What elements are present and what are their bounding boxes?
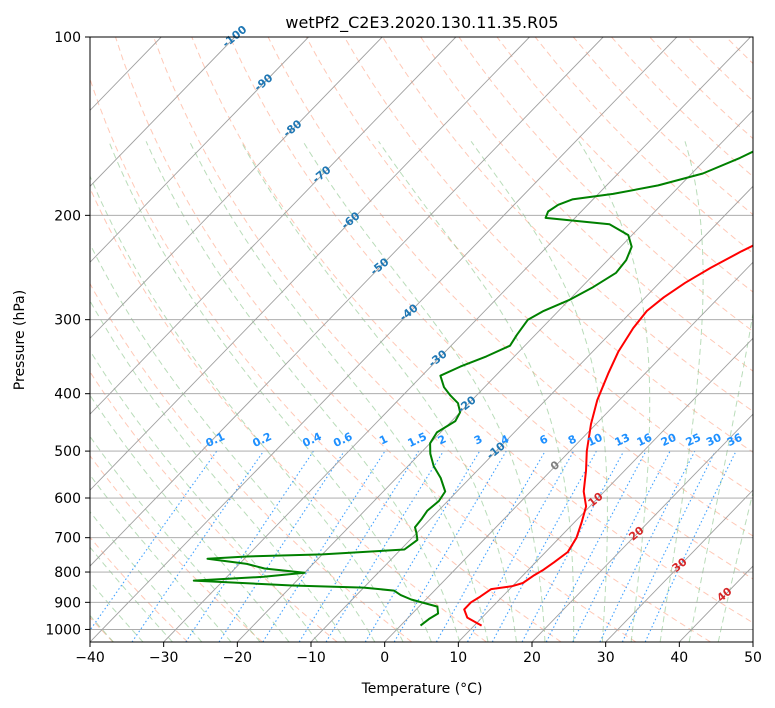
x-tick-label: −30 [149,650,179,666]
isotherm [237,109,753,642]
y-tick-label: 1000 [45,622,81,638]
mixing-ratio-line [521,450,625,642]
mixing-ratio-label: 13 [613,431,632,449]
dry-adiabat [90,370,338,642]
x-axis-label: Temperature (°C) [361,681,483,697]
mixing-ratio-line [599,450,696,642]
x-tick-label: −20 [223,650,253,666]
isotherm [458,337,753,642]
temperature-line [463,244,753,627]
y-tick-label: 500 [54,444,81,460]
x-tick-label: 10 [449,650,467,666]
mixing-ratio-line [262,450,386,642]
y-tick-label: 300 [54,313,81,329]
dry-adiabat [90,77,562,642]
y-tick-label: 700 [54,531,81,547]
mixing-ratio-label: 30 [704,431,724,449]
x-tick-label: 20 [523,650,541,666]
mixing-ratio-label: 10 [585,431,605,449]
chart-title: wetPf2_C2E3.2020.130.11.35.R05 [285,13,558,33]
y-tick-label: 400 [54,387,81,403]
x-tick-label: 0 [380,650,389,666]
mixing-ratio-line [325,450,444,642]
y-tick-label: 600 [54,491,81,507]
mixing-ratio-line [131,450,265,642]
isotherm [90,37,383,339]
data-series [192,150,753,627]
dewpoint-line [192,150,753,627]
mixing-ratio-label: 16 [635,431,655,449]
dry-adiabat [305,37,753,495]
isotherm [384,261,753,642]
y-tick-label: 800 [54,565,81,581]
plot-frame [89,36,754,643]
plot-area [90,37,753,642]
x-tick-label: −10 [296,650,326,666]
isotherm [90,37,604,567]
x-axis-ticks: −40 −30 −20 −10 0 10 20 30 40 50 [75,642,762,666]
mixing-ratio-label: 20 [659,431,679,449]
isotherm [90,37,236,187]
x-tick-label: 40 [670,650,688,666]
x-tick-label: 50 [744,650,762,666]
mixing-ratio-line [185,450,314,642]
isotherm [90,37,309,263]
dry-adiabat [191,37,753,624]
dry-adiabat [764,37,775,642]
y-tick-label: 100 [54,30,81,46]
dry-adiabat [90,187,487,642]
x-tick-label: 30 [597,650,615,666]
mixing-ratio-label: 25 [684,431,703,449]
isotherm [605,489,753,642]
isotherm [163,37,751,642]
y-tick-label: 900 [54,595,81,611]
isotherm [310,185,753,642]
x-tick-label: −40 [75,650,105,666]
y-tick-label: 200 [54,208,81,224]
mixing-ratio-line [218,450,345,642]
mixing-ratio-line [90,450,218,632]
isotherm [90,37,457,415]
mixing-ratio-label: 36 [725,431,745,449]
mixing-ratio-line [467,450,575,642]
y-axis-ticks: 100 200 300 400 500 600 700 800 900 1000 [45,30,90,638]
dry-adiabat [90,454,263,642]
isotherm [752,641,753,642]
isotherm [90,37,678,642]
isotherm [90,37,530,491]
y-axis-label: Pressure (hPa) [12,290,28,390]
isotherm [531,413,753,642]
dry-adiabat [496,37,753,293]
background-lines [90,37,775,642]
mixing-ratio-line [572,450,671,642]
